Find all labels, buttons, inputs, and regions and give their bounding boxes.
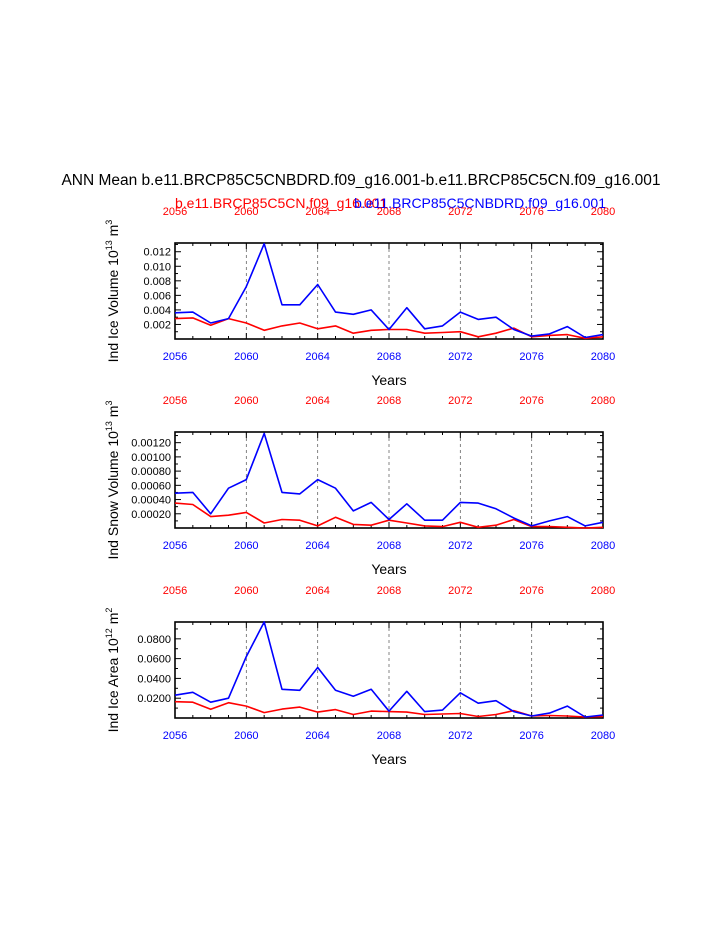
x-tick-label-bottom: 2072 (448, 540, 472, 552)
y-axis-label: Ind Snow Volume 1013 m3 (104, 400, 121, 559)
y-tick-label: 0.0400 (137, 673, 171, 685)
x-tick-label-top: 2072 (448, 206, 472, 218)
legend-label-blue: b.e11.BRCP85C5CNBDRD.f09_g16.001 (354, 195, 606, 211)
x-axis-label: Years (371, 372, 406, 388)
chart-panel-2: 2056 2056 2060 2060 2064 2064 2068 2068 2072 2072… (104, 395, 615, 577)
x-tick-label-top: 2068 (377, 395, 401, 407)
x-tick-label-top: 2072 (448, 395, 472, 407)
x-tick-label-top: 2080 (591, 206, 615, 218)
y-tick-label: 0.006 (143, 290, 171, 302)
x-tick-label-top: 2076 (519, 585, 543, 597)
y-tick-label: 0.0800 (137, 634, 171, 646)
y-tick-label: 0.008 (143, 276, 171, 288)
x-tick-label-bottom: 2056 (163, 351, 187, 363)
x-tick-label-top: 2080 (591, 395, 615, 407)
x-tick-label-bottom: 2064 (305, 351, 329, 363)
x-tick-label-bottom: 2060 (234, 730, 258, 742)
x-tick-label-top: 2068 (377, 585, 401, 597)
chart-title: ANN Mean b.e11.BRCP85C5CNBDRD.f09_g16.00… (61, 172, 660, 189)
chart-panel-1: 2056 2056 2060 2060 2064 2064 2068 2068 2072 2072… (104, 206, 615, 388)
y-tick-label: 0.0200 (137, 693, 171, 705)
x-tick-label-top: 2076 (519, 395, 543, 407)
x-tick-label-bottom: 2080 (591, 351, 615, 363)
x-tick-label-top: 2064 (305, 395, 329, 407)
series-line-blue (174, 621, 604, 718)
x-tick-label-top: 2056 (163, 585, 187, 597)
x-tick-label-top: 2068 (377, 206, 401, 218)
x-tick-label-bottom: 2064 (305, 730, 329, 742)
y-axis-label: Ind Ice Volume 1013 m3 (104, 220, 121, 363)
y-tick-label: 0.002 (143, 319, 171, 331)
x-tick-label-bottom: 2076 (519, 351, 543, 363)
y-tick-label: 0.00060 (131, 480, 171, 492)
series-line-blue (174, 242, 604, 339)
x-tick-label-top: 2056 (163, 395, 187, 407)
x-tick-label-top: 2056 (163, 206, 187, 218)
y-tick-label: 0.010 (143, 261, 171, 273)
x-tick-label-top: 2064 (305, 206, 329, 218)
y-tick-label: 0.00040 (131, 495, 171, 507)
x-tick-label-bottom: 2080 (591, 540, 615, 552)
x-tick-label-bottom: 2068 (377, 730, 401, 742)
x-tick-label-top: 2080 (591, 585, 615, 597)
x-tick-label-top: 2060 (234, 206, 258, 218)
y-tick-label: 0.00020 (131, 509, 171, 521)
x-tick-label-top: 2072 (448, 585, 472, 597)
x-tick-label-bottom: 2068 (377, 540, 401, 552)
x-tick-label-top: 2076 (519, 206, 543, 218)
legend-label-red: b.e11.BRCP85C5CN.f09_g16.001 (175, 195, 387, 211)
x-tick-label-bottom: 2056 (163, 730, 187, 742)
y-tick-label: 0.00080 (131, 466, 171, 478)
x-tick-label-bottom: 2056 (163, 540, 187, 552)
x-tick-label-bottom: 2064 (305, 540, 329, 552)
x-tick-label-bottom: 2060 (234, 540, 258, 552)
y-tick-label: 0.00120 (131, 438, 171, 450)
x-tick-label-bottom: 2060 (234, 351, 258, 363)
x-axis-label: Years (371, 561, 406, 577)
y-axis-label: Ind Ice Area 1012 m2 (104, 608, 121, 733)
x-tick-label-bottom: 2080 (591, 730, 615, 742)
x-tick-label-bottom: 2068 (377, 351, 401, 363)
x-tick-label-bottom: 2072 (448, 730, 472, 742)
chart-panel-3: 2056 2056 2060 2060 2064 2064 2068 2068 2072 2072… (104, 585, 615, 767)
series-line-blue (174, 432, 604, 527)
x-tick-label-bottom: 2072 (448, 351, 472, 363)
y-tick-label: 0.0600 (137, 654, 171, 666)
x-tick-label-top: 2064 (305, 585, 329, 597)
y-tick-label: 0.00100 (131, 452, 171, 464)
x-tick-label-top: 2060 (234, 395, 258, 407)
x-tick-label-bottom: 2076 (519, 730, 543, 742)
y-tick-label: 0.012 (143, 247, 171, 259)
y-tick-label: 0.004 (143, 305, 171, 317)
x-tick-label-top: 2060 (234, 585, 258, 597)
x-axis-label: Years (371, 751, 406, 767)
x-tick-label-bottom: 2076 (519, 540, 543, 552)
